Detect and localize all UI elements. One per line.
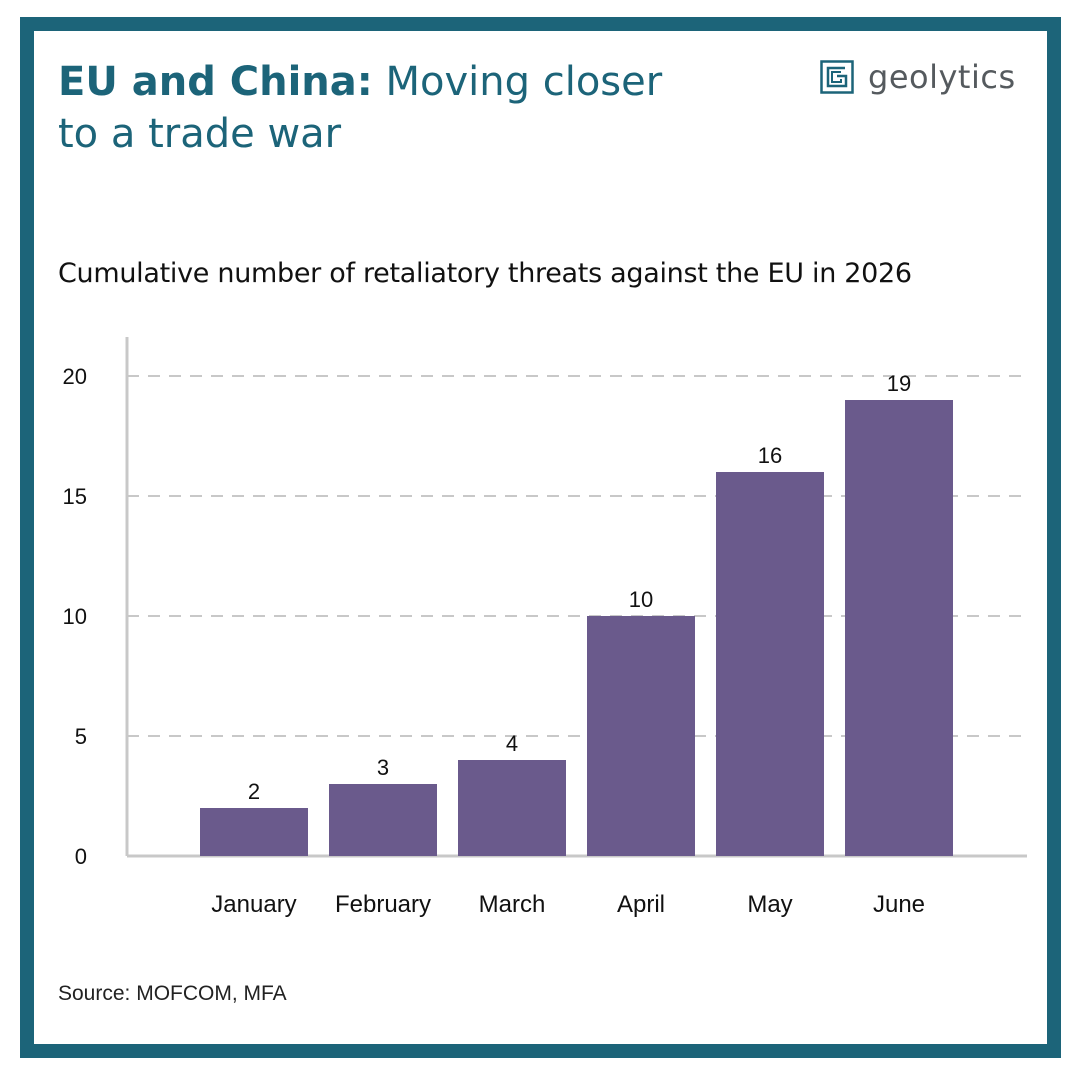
y-tick-label: 0 bbox=[75, 844, 87, 869]
data-label: 3 bbox=[377, 755, 389, 780]
title-rest: Moving closer to a trade war bbox=[58, 59, 663, 157]
y-tick-label: 5 bbox=[75, 724, 87, 749]
bar-april bbox=[587, 616, 695, 856]
x-tick-label: May bbox=[747, 891, 792, 918]
y-tick-label: 10 bbox=[63, 604, 87, 629]
bars-layer bbox=[200, 400, 953, 856]
data-label: 19 bbox=[887, 371, 911, 396]
page-title: EU and China: Moving closer to a trade w… bbox=[58, 56, 698, 160]
bar-march bbox=[458, 760, 566, 856]
y-tick-label: 20 bbox=[63, 364, 87, 389]
x-tick-label: January bbox=[211, 891, 296, 918]
geolytics-logo: geolytics bbox=[820, 58, 1016, 96]
x-tick-label: April bbox=[617, 891, 665, 918]
bar-january bbox=[200, 808, 308, 856]
bar-february bbox=[329, 784, 437, 856]
data-label: 4 bbox=[506, 731, 518, 756]
y-tick-label: 15 bbox=[63, 484, 87, 509]
geolytics-g-logo-icon bbox=[820, 60, 854, 94]
bar-may bbox=[716, 472, 824, 856]
chart-subtitle: Cumulative number of retaliatory threats… bbox=[58, 258, 912, 289]
labels-layer: 0 5 10 15 20 2 January 3 February 4 March 10 April 16… bbox=[63, 364, 926, 918]
data-label: 16 bbox=[758, 443, 782, 468]
bar-june bbox=[845, 400, 953, 856]
title-bold: EU and China: bbox=[58, 59, 373, 105]
data-label: 2 bbox=[248, 779, 260, 804]
logo-text: geolytics bbox=[868, 58, 1016, 96]
x-tick-label: March bbox=[479, 891, 546, 918]
x-tick-label: February bbox=[335, 891, 431, 918]
x-tick-label: June bbox=[873, 891, 925, 918]
data-label: 10 bbox=[629, 587, 653, 612]
source-note: Source: MOFCOM, MFA bbox=[58, 982, 287, 1005]
